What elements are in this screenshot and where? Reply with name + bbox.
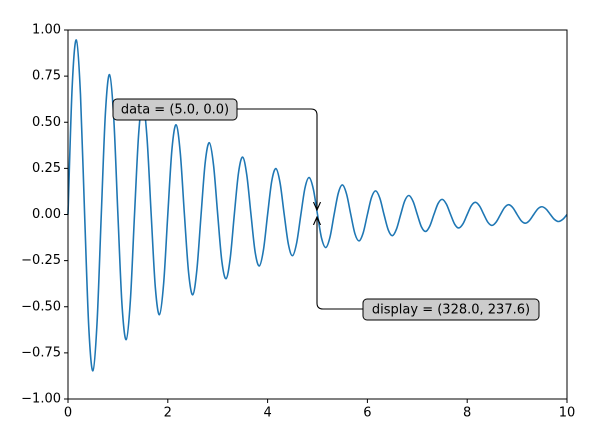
x-tick-label: 8 bbox=[463, 406, 471, 421]
annotation-text: display = (328.0, 237.6) bbox=[372, 303, 530, 318]
y-tick-label: −0.75 bbox=[21, 345, 61, 360]
annotation-text: data = (5.0, 0.0) bbox=[121, 103, 229, 118]
y-tick-label: 0.50 bbox=[32, 115, 61, 130]
annotation-box bbox=[362, 298, 540, 321]
x-tick-label: 4 bbox=[263, 406, 271, 421]
x-tick-label: 6 bbox=[363, 406, 371, 421]
annotation-box bbox=[112, 98, 238, 121]
annotation-arrow bbox=[317, 217, 363, 310]
annotation-arrow bbox=[237, 108, 317, 210]
y-tick-label: 0.25 bbox=[32, 161, 61, 176]
y-tick-label: −0.50 bbox=[21, 299, 61, 314]
y-tick-label: 1.00 bbox=[32, 23, 61, 38]
x-tick-label: 0 bbox=[64, 406, 72, 421]
y-tick-label: 0.75 bbox=[32, 69, 61, 84]
x-tick-label: 2 bbox=[164, 406, 172, 421]
y-tick-label: −0.25 bbox=[21, 253, 61, 268]
x-tick-label: 10 bbox=[559, 406, 576, 421]
y-tick-label: −1.00 bbox=[21, 392, 61, 407]
y-tick-label: 0.00 bbox=[32, 207, 61, 222]
